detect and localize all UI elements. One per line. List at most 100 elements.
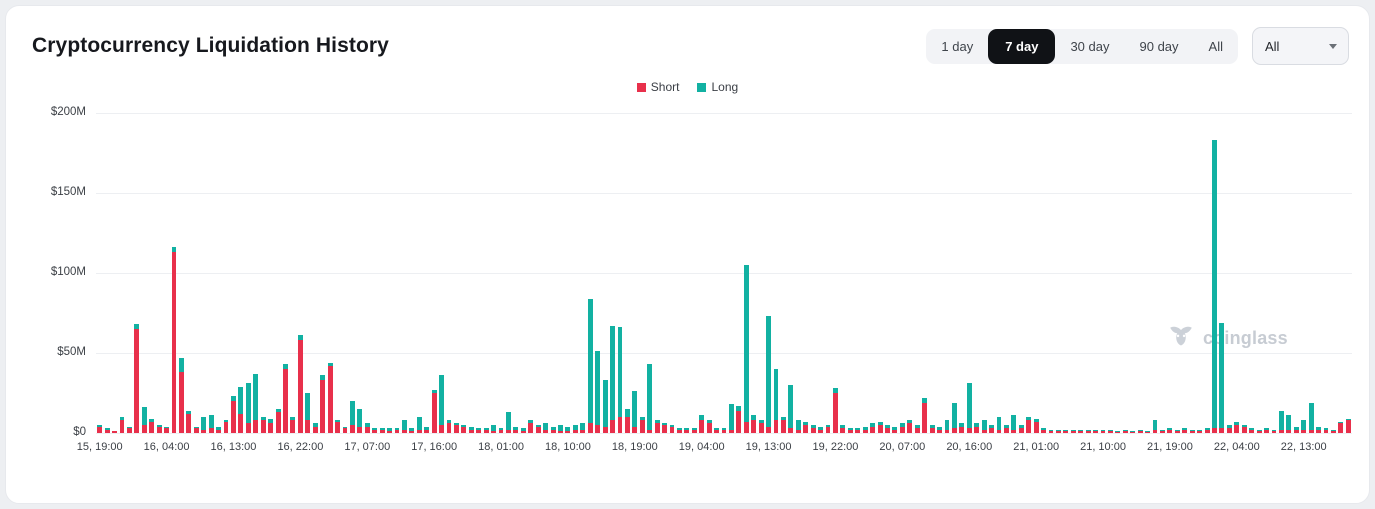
range-button-90day[interactable]: 90 day [1125,29,1194,64]
bar[interactable] [394,428,400,433]
bar[interactable] [260,417,266,433]
bar[interactable] [825,425,831,433]
legend-item-short[interactable]: Short [636,80,679,94]
bar[interactable] [1100,429,1106,433]
bar[interactable] [699,415,705,433]
bar[interactable] [1204,428,1210,433]
bar[interactable] [1219,322,1225,433]
bar[interactable] [580,423,586,433]
bar[interactable] [624,409,630,433]
bar[interactable] [513,426,519,433]
bar[interactable] [743,265,749,433]
bar[interactable] [1137,429,1143,433]
bar[interactable] [156,425,162,433]
bar[interactable] [1122,429,1128,433]
bar[interactable] [595,351,601,433]
bar[interactable] [1323,428,1329,433]
bar[interactable] [97,425,103,433]
bar[interactable] [937,426,942,433]
bar[interactable] [959,423,965,433]
bar[interactable] [1018,425,1024,433]
bar[interactable] [1345,418,1351,433]
bar[interactable] [104,428,110,433]
bar[interactable] [892,426,898,433]
bar[interactable] [520,428,526,433]
bar[interactable] [862,426,868,433]
bar[interactable] [662,423,667,433]
bar[interactable] [1182,428,1188,433]
bar[interactable] [528,420,534,433]
bar[interactable] [1234,421,1240,433]
bar[interactable] [1085,429,1091,433]
bar[interactable] [1108,429,1113,433]
bar[interactable] [1264,428,1269,433]
bar[interactable] [1115,431,1121,433]
bar[interactable] [1063,429,1069,433]
bar[interactable] [1271,429,1277,433]
bar[interactable] [290,417,296,433]
bar[interactable] [1174,429,1180,433]
bar[interactable] [461,425,467,433]
bar[interactable] [751,415,757,433]
bar[interactable] [1041,428,1046,433]
bar[interactable] [1197,429,1203,433]
bar[interactable] [134,324,140,433]
range-button-1day[interactable]: 1 day [926,29,988,64]
bar[interactable] [736,405,742,433]
bar[interactable] [446,420,452,433]
bar[interactable] [506,412,511,433]
bar[interactable] [996,417,1002,433]
bar[interactable] [855,428,861,433]
bar[interactable] [327,362,333,433]
bar[interactable] [1167,428,1173,433]
bar[interactable] [320,375,326,433]
bar[interactable] [1286,415,1292,433]
bar[interactable] [283,364,288,433]
bar[interactable] [810,425,816,433]
bar[interactable] [899,423,905,433]
bar[interactable] [1330,429,1336,433]
bar[interactable] [1293,426,1299,433]
bar[interactable] [773,369,779,433]
bar[interactable] [201,417,207,433]
bar[interactable] [691,428,697,433]
bar[interactable] [676,428,682,433]
bar[interactable] [1241,425,1247,433]
range-button-7day[interactable]: 7 day [988,28,1056,64]
bar[interactable] [1093,429,1099,433]
bar[interactable] [818,426,824,433]
bar[interactable] [706,420,712,433]
bar[interactable] [929,425,935,433]
bar[interactable] [543,423,549,433]
bar[interactable] [647,364,653,433]
bar[interactable] [119,417,125,433]
bar[interactable] [803,421,809,433]
bar[interactable] [951,402,957,433]
bar[interactable] [966,383,972,433]
bar[interactable] [453,423,459,433]
symbol-select[interactable]: All [1252,27,1349,65]
bar[interactable] [275,409,281,433]
bar[interactable] [1160,429,1165,433]
bar[interactable] [179,357,184,433]
bar[interactable] [335,420,340,433]
bar[interactable] [1316,426,1321,433]
bar[interactable] [788,385,794,433]
bar[interactable] [193,426,199,433]
bar[interactable] [684,428,690,433]
bar[interactable] [216,426,222,433]
bar[interactable] [238,386,244,433]
bar[interactable] [1070,429,1076,433]
bar[interactable] [1212,140,1217,433]
bar[interactable] [989,425,994,433]
bar[interactable] [297,335,303,433]
bar[interactable] [1278,410,1284,433]
bar[interactable] [305,393,311,433]
bar[interactable] [112,430,118,433]
bar[interactable] [1026,417,1032,433]
bar[interactable] [654,420,660,433]
bar[interactable] [171,247,177,433]
bar[interactable] [914,425,920,433]
bar[interactable] [231,396,236,433]
bar[interactable] [1130,431,1136,433]
